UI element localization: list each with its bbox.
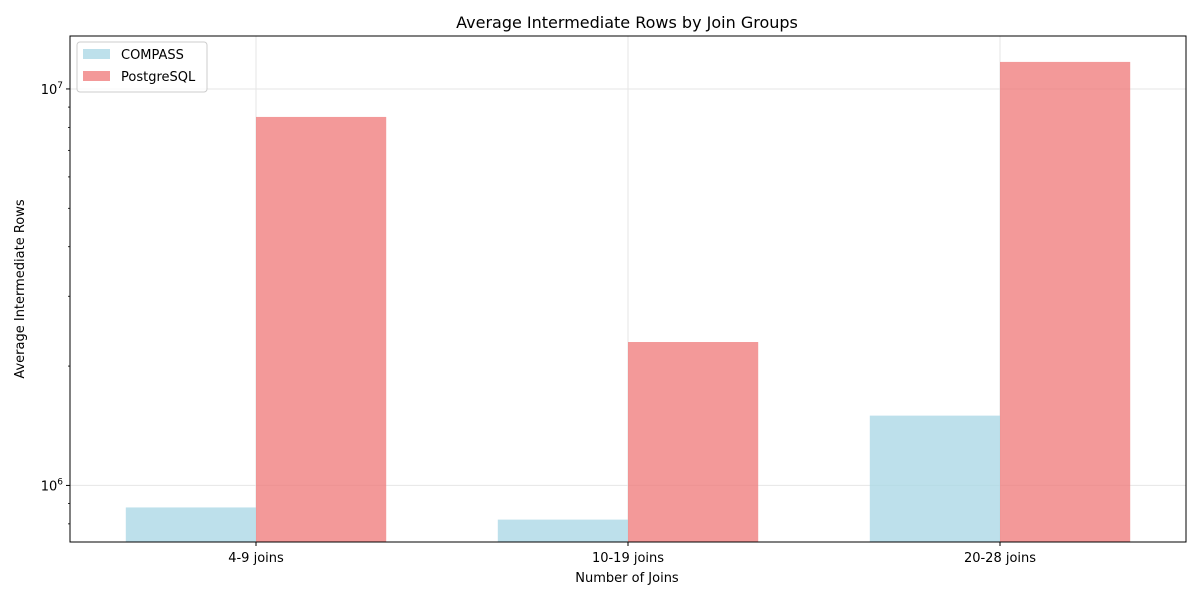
x-tick-label: 10-19 joins — [592, 551, 664, 566]
axis-ticks: 4-9 joins 10-19 joins 20-28 joins 106 107 — [41, 81, 1037, 566]
x-tick-label: 20-28 joins — [964, 551, 1036, 566]
legend-label-postgresql: PostgreSQL — [121, 70, 196, 85]
x-tick-label: 4-9 joins — [228, 551, 284, 566]
legend: COMPASS PostgreSQL — [76, 41, 208, 93]
legend-label-compass: COMPASS — [121, 48, 184, 63]
bar-postgresql-1 — [628, 342, 759, 542]
y-tick-label: 106 — [41, 477, 64, 494]
legend-swatch-compass — [83, 49, 110, 59]
bar-postgresql-0 — [256, 116, 387, 543]
bar-compass-2 — [869, 415, 1000, 542]
bar-compass-1 — [497, 519, 628, 542]
x-axis-label: Number of Joins — [575, 571, 679, 586]
legend-swatch-postgresql — [83, 71, 110, 81]
bar-compass-0 — [125, 507, 256, 542]
y-axis-label: Average Intermediate Rows — [13, 199, 28, 379]
bar-postgresql-2 — [1000, 61, 1131, 542]
bars — [125, 61, 1131, 543]
chart-title: Average Intermediate Rows by Join Groups — [456, 13, 798, 32]
plot-frame — [69, 35, 1187, 543]
y-tick-label: 107 — [41, 81, 63, 98]
